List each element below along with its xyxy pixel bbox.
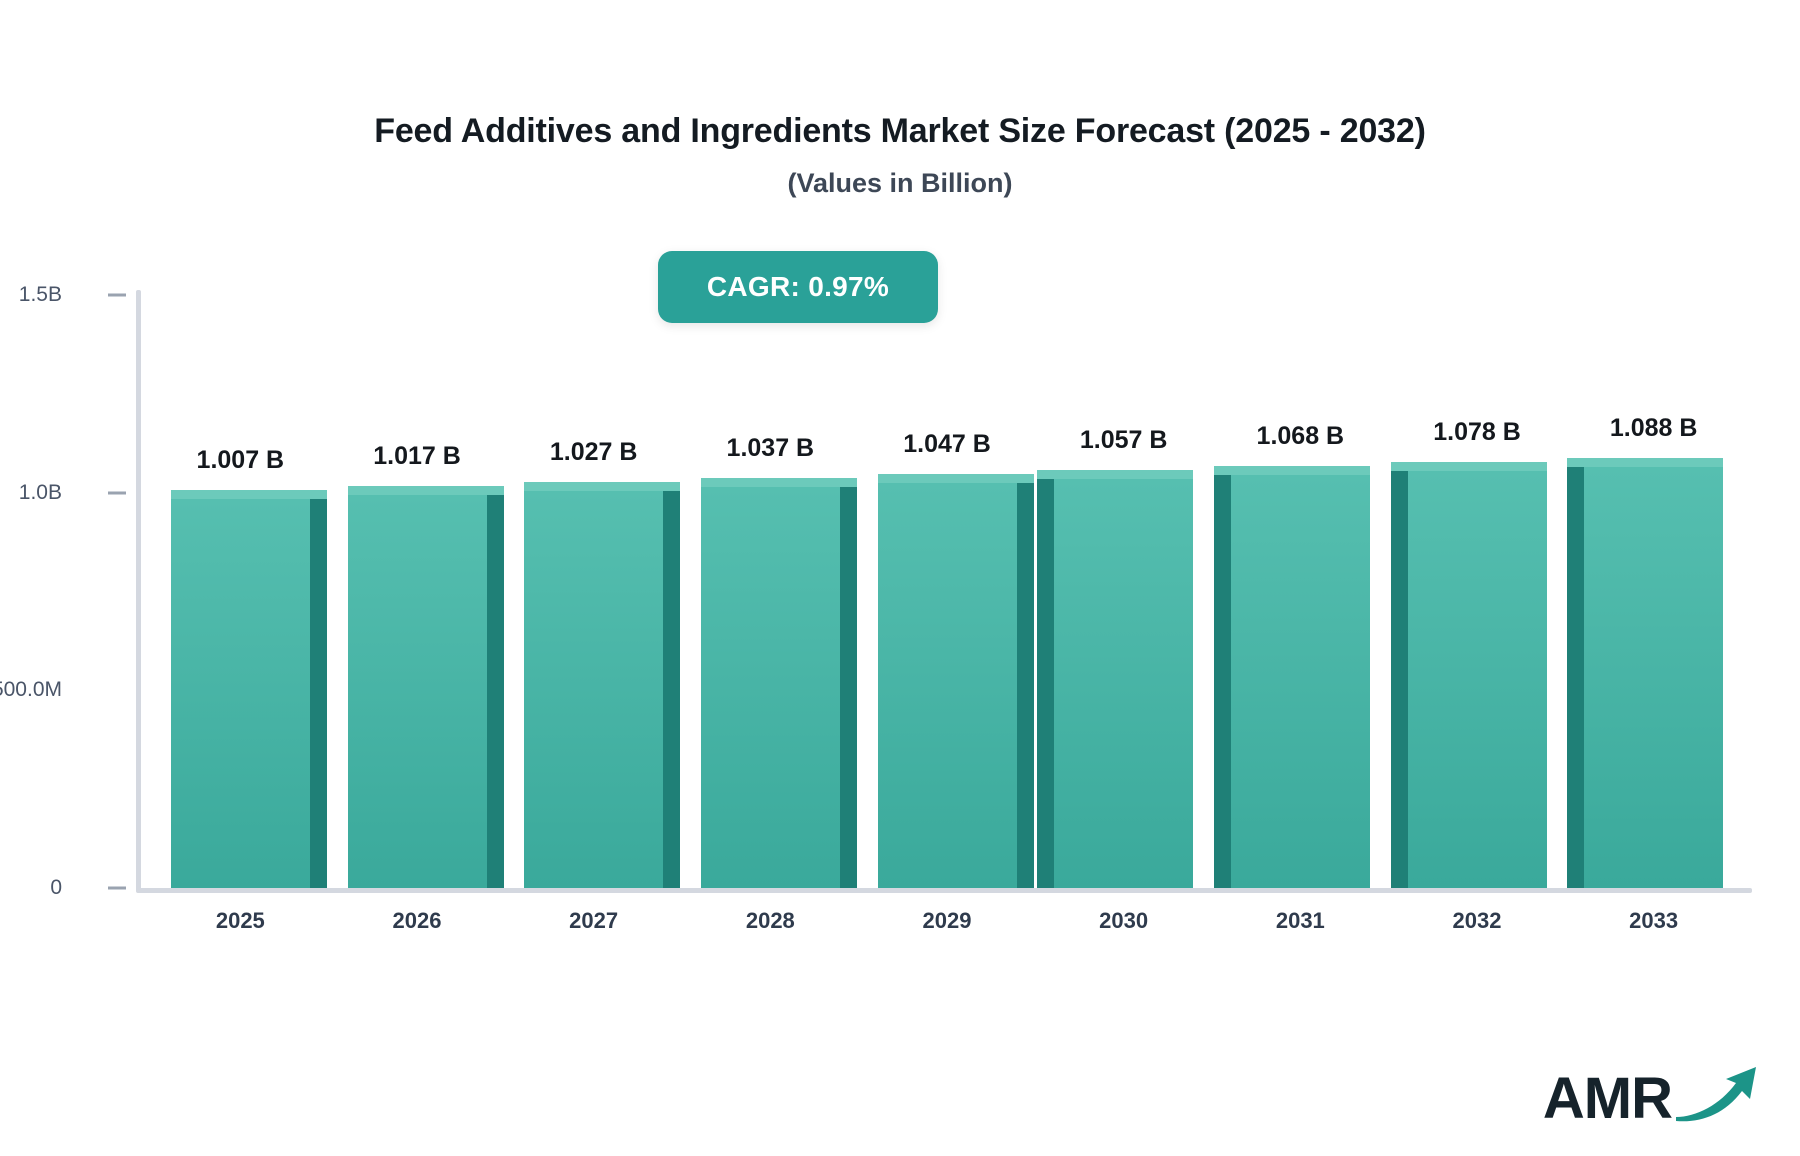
bar-top-face bbox=[347, 485, 504, 495]
x-axis-tick-label: 2027 bbox=[569, 908, 619, 933]
bar-front-face bbox=[700, 487, 840, 888]
x-axis-tick-label: 2029 bbox=[922, 908, 972, 933]
bar[interactable] bbox=[877, 474, 1034, 888]
x-axis-tick-label: 2032 bbox=[1452, 908, 1502, 933]
bar-value-label: 1.057 B bbox=[1079, 426, 1168, 455]
bar-value-label: 1.047 B bbox=[903, 430, 991, 459]
bar[interactable] bbox=[1390, 461, 1547, 888]
bar-top-face bbox=[1390, 461, 1547, 471]
x-axis-tick-label: 2028 bbox=[745, 908, 795, 933]
y-axis-tick-label: 500.0M bbox=[0, 678, 62, 702]
y-axis-tick-mark bbox=[108, 886, 126, 890]
bar-front-face bbox=[1584, 466, 1724, 888]
bar-value-label: 1.068 B bbox=[1256, 421, 1345, 450]
bar-top-face bbox=[700, 478, 857, 488]
bar-front-face bbox=[1230, 474, 1370, 888]
bar-top-face bbox=[1213, 465, 1370, 475]
bar-side-face bbox=[486, 494, 504, 888]
bar[interactable] bbox=[1037, 470, 1194, 888]
bar[interactable] bbox=[1567, 457, 1724, 888]
bar-front-face bbox=[1407, 470, 1547, 888]
bar-top-face bbox=[170, 489, 327, 499]
y-axis-line bbox=[136, 290, 141, 892]
bar-front-face bbox=[170, 498, 310, 888]
x-axis-tick-label: 2025 bbox=[215, 908, 265, 933]
bar-side-face bbox=[839, 487, 857, 888]
bar-value-label: 1.037 B bbox=[726, 434, 815, 463]
bar-value-label: 1.088 B bbox=[1609, 413, 1698, 442]
x-axis-tick-label: 2026 bbox=[392, 908, 442, 933]
bar-value-label: 1.027 B bbox=[549, 437, 638, 466]
cagr-badge: CAGR: 0.97% bbox=[658, 251, 938, 323]
bar-front-face bbox=[524, 490, 664, 888]
bar-front-face bbox=[877, 483, 1017, 888]
bar-top-face bbox=[1037, 470, 1194, 480]
bar[interactable] bbox=[1213, 465, 1370, 888]
page-title: Feed Additives and Ingredients Market Si… bbox=[374, 112, 1426, 150]
x-axis-tick-label: 2031 bbox=[1275, 908, 1325, 933]
bar[interactable] bbox=[347, 485, 504, 888]
x-axis-tick-label: 2030 bbox=[1099, 908, 1149, 933]
bar-top-face bbox=[877, 474, 1034, 484]
bar-side-face bbox=[1390, 470, 1408, 888]
y-axis-tick-mark bbox=[108, 293, 126, 297]
bar-front-face bbox=[347, 494, 487, 888]
growth-arrow-icon bbox=[1674, 1061, 1760, 1128]
bar-top-face bbox=[1567, 457, 1724, 467]
bar[interactable] bbox=[700, 478, 857, 888]
bar-side-face bbox=[309, 498, 327, 888]
bar-side-face bbox=[1213, 474, 1231, 888]
bar-side-face bbox=[1567, 466, 1585, 888]
bar-side-face bbox=[1016, 483, 1034, 888]
x-axis-line bbox=[136, 888, 1752, 893]
amr-logo: AMR bbox=[1543, 1061, 1760, 1128]
y-axis-tick-label: 1.0B bbox=[18, 480, 62, 504]
y-axis-tick-mark bbox=[108, 491, 126, 495]
bar-front-face bbox=[1054, 479, 1194, 888]
bar-side-face bbox=[663, 490, 681, 888]
bar-side-face bbox=[1037, 479, 1055, 888]
chart-subtitle: (Values in Billion) bbox=[787, 168, 1013, 198]
x-axis-tick-label: 2033 bbox=[1629, 908, 1679, 933]
bar-value-label: 1.017 B bbox=[373, 441, 461, 470]
bar-value-label: 1.078 B bbox=[1433, 417, 1521, 446]
bar[interactable] bbox=[524, 481, 681, 888]
y-axis-tick-label: 0 bbox=[50, 876, 62, 899]
bar[interactable] bbox=[170, 489, 327, 888]
bar-top-face bbox=[524, 481, 681, 491]
amr-logo-text: AMR bbox=[1542, 1066, 1673, 1131]
bar-value-label: 1.007 B bbox=[196, 445, 285, 474]
y-axis-tick-label: 1.5B bbox=[18, 283, 62, 306]
